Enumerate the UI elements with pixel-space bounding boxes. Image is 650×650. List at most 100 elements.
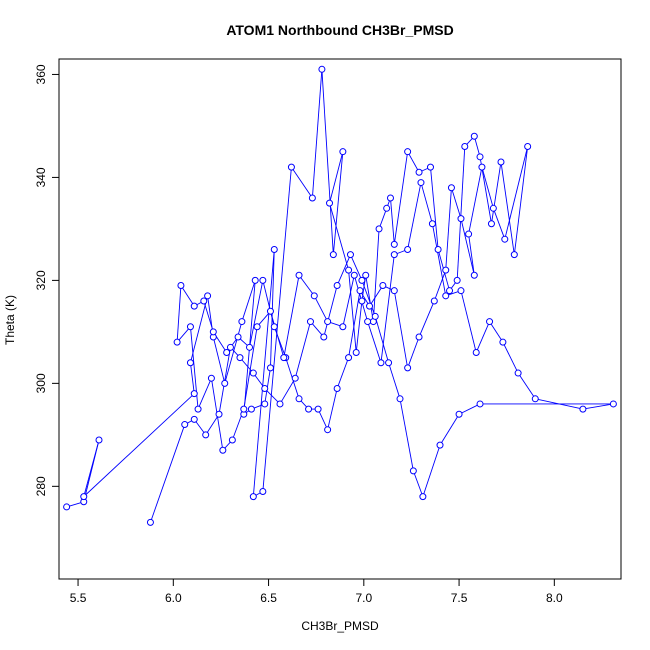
data-point <box>194 405 202 413</box>
data-point <box>339 323 347 331</box>
series-segment <box>329 151 344 204</box>
series-segment <box>374 316 390 363</box>
data-point <box>499 338 507 346</box>
series-segment <box>504 146 529 240</box>
y-tick-label: 280 <box>34 476 48 496</box>
series-segment <box>336 254 351 286</box>
data-point <box>226 343 234 351</box>
data-point <box>207 374 215 382</box>
series-segment <box>456 146 466 281</box>
data-point <box>240 405 248 413</box>
series-segment <box>393 151 409 245</box>
data-point <box>486 318 494 326</box>
data-point <box>371 312 379 320</box>
series-segment <box>378 208 388 230</box>
data-point <box>404 364 412 372</box>
series-segment <box>323 285 338 338</box>
data-point <box>329 251 337 259</box>
series-segment <box>513 146 529 255</box>
series-segment <box>393 290 409 368</box>
y-tick-label: 340 <box>34 167 48 187</box>
series-segment <box>372 228 380 322</box>
data-point <box>453 276 461 284</box>
data-point <box>434 245 442 253</box>
series-segment <box>460 290 477 353</box>
series-segment <box>350 254 363 281</box>
series-segment <box>412 470 424 497</box>
data-point <box>364 318 372 326</box>
series-segment <box>582 403 614 410</box>
data-point <box>234 333 242 341</box>
data-point <box>333 282 341 290</box>
series-segment <box>197 378 212 410</box>
x-axis: 5.5 6.0 6.5 7.0 7.5 8.0 <box>70 578 563 605</box>
data-point <box>146 518 154 526</box>
series-segment <box>369 285 384 307</box>
data-point <box>215 410 223 418</box>
data-point <box>80 493 88 501</box>
series-segment <box>433 269 447 302</box>
series-segment <box>224 321 243 384</box>
data-point <box>362 271 370 279</box>
series-segment <box>311 69 323 199</box>
data-point <box>270 245 278 253</box>
series-segment <box>517 372 536 400</box>
data-point <box>514 369 522 377</box>
chart-title: ATOM1 Northbound CH3Br_PMSD <box>226 22 453 38</box>
series-segment <box>243 326 258 410</box>
data-point <box>318 65 326 73</box>
data-point <box>609 400 617 408</box>
data-point <box>419 493 427 501</box>
data-point <box>219 446 227 454</box>
data-point <box>366 302 374 310</box>
series-segment <box>317 408 329 430</box>
series-segment <box>83 439 100 497</box>
series-segment <box>473 136 481 157</box>
series-segment <box>205 414 220 436</box>
data-point <box>579 405 587 413</box>
series-segment <box>348 270 357 353</box>
data-point <box>379 282 387 290</box>
data-point <box>333 385 341 393</box>
series-segment <box>262 167 292 492</box>
data-point <box>531 395 539 403</box>
series-segment <box>361 280 376 317</box>
series-segment <box>212 336 226 384</box>
data-point <box>470 271 478 279</box>
data-point <box>291 374 299 382</box>
series-lines <box>66 69 614 523</box>
data-point <box>326 199 334 207</box>
data-point <box>228 436 236 444</box>
data-point <box>202 431 210 439</box>
data-point <box>200 297 208 305</box>
data-point <box>457 287 465 295</box>
data-point <box>461 143 469 151</box>
data-point <box>305 405 313 413</box>
data-point <box>261 385 269 393</box>
data-point <box>478 163 486 171</box>
data-point <box>295 395 303 403</box>
data-point <box>430 297 438 305</box>
data-point <box>383 204 391 212</box>
data-point <box>375 225 383 233</box>
series-segment <box>468 233 475 276</box>
series-segment <box>342 275 355 327</box>
data-point <box>266 364 274 372</box>
data-point <box>306 318 314 326</box>
data-point <box>442 292 450 300</box>
data-point <box>186 323 194 331</box>
series-segment <box>348 290 361 358</box>
data-point <box>350 271 358 279</box>
data-point <box>501 235 509 243</box>
data-point <box>476 153 484 161</box>
data-point <box>236 354 244 362</box>
series-segment <box>489 321 504 343</box>
y-tick-label: 360 <box>34 64 48 84</box>
data-point <box>396 395 404 403</box>
series-segment <box>407 182 422 250</box>
series-segment <box>407 336 420 369</box>
series-segment <box>418 300 435 338</box>
series-segment <box>332 151 344 255</box>
series-segment <box>430 167 439 250</box>
